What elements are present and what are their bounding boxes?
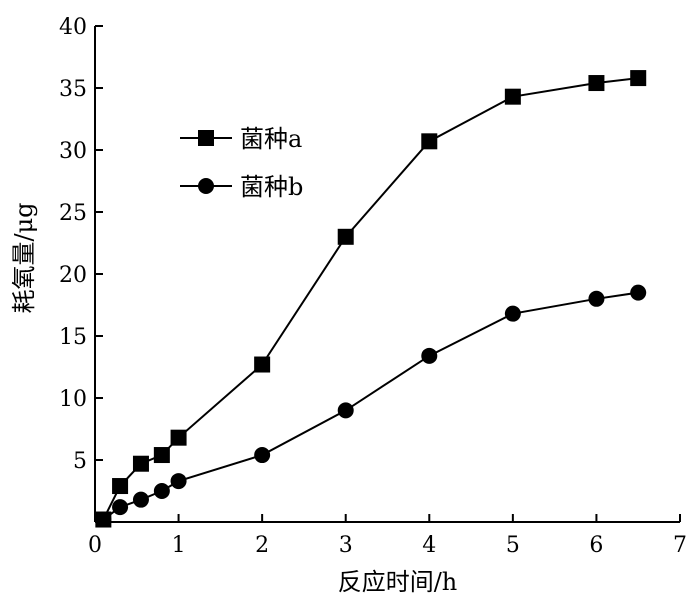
data-point <box>630 284 647 301</box>
legend-marker <box>198 130 214 146</box>
data-point <box>153 483 170 499</box>
y-axis-title: 耗氧量/μg <box>10 202 38 313</box>
series-2 <box>95 284 647 528</box>
y-tick-label: 10 <box>59 387 87 412</box>
data-point <box>112 499 129 516</box>
series-layer <box>95 70 647 528</box>
x-axis-title: 反应时间/h <box>338 568 458 596</box>
legend: 菌种a 菌种b <box>180 125 303 201</box>
x-tick-label: 3 <box>339 533 353 558</box>
y-tick-label: 25 <box>59 201 87 226</box>
series-line <box>102 77 639 520</box>
legend-marker <box>198 178 214 194</box>
data-point <box>421 347 438 364</box>
legend-item: 菌种a <box>180 125 302 153</box>
data-point <box>630 70 647 87</box>
data-point <box>153 447 170 464</box>
series-1 <box>95 70 647 528</box>
data-point <box>421 133 438 150</box>
data-point <box>254 447 271 464</box>
legend-label: 菌种a <box>240 125 302 153</box>
x-tick-label: 0 <box>88 533 102 558</box>
x-tick-label: 2 <box>255 533 269 558</box>
legend-label: 菌种b <box>240 173 303 201</box>
y-tick-label: 30 <box>59 139 87 164</box>
x-tick-label: 1 <box>172 533 186 558</box>
legend-item: 菌种b <box>180 173 303 201</box>
y-tick-label: 20 <box>59 263 87 288</box>
data-point <box>588 75 605 92</box>
data-point <box>254 356 271 373</box>
y-tick-label: 5 <box>73 449 87 474</box>
y-tick-label: 40 <box>59 15 87 40</box>
x-tick-label: 7 <box>673 533 687 558</box>
data-point <box>504 88 521 105</box>
data-point <box>95 511 112 528</box>
y-tick-label: 35 <box>59 77 87 102</box>
data-point <box>504 305 521 322</box>
y-tick-label: 15 <box>59 325 87 350</box>
x-tick-label: 5 <box>506 533 520 558</box>
data-point <box>132 491 149 508</box>
data-point <box>170 429 187 446</box>
y-ticks: 5 10 15 20 25 30 35 40 <box>59 15 103 474</box>
axes <box>94 26 680 523</box>
data-point <box>112 478 129 495</box>
x-tick-label: 4 <box>422 533 436 558</box>
data-point <box>337 402 354 419</box>
data-point <box>170 473 187 490</box>
x-ticks: 0 1 2 3 4 5 6 7 <box>88 514 687 558</box>
data-point <box>132 455 149 472</box>
x-tick-label: 6 <box>589 533 603 558</box>
data-point <box>588 290 605 307</box>
data-point <box>337 228 354 245</box>
